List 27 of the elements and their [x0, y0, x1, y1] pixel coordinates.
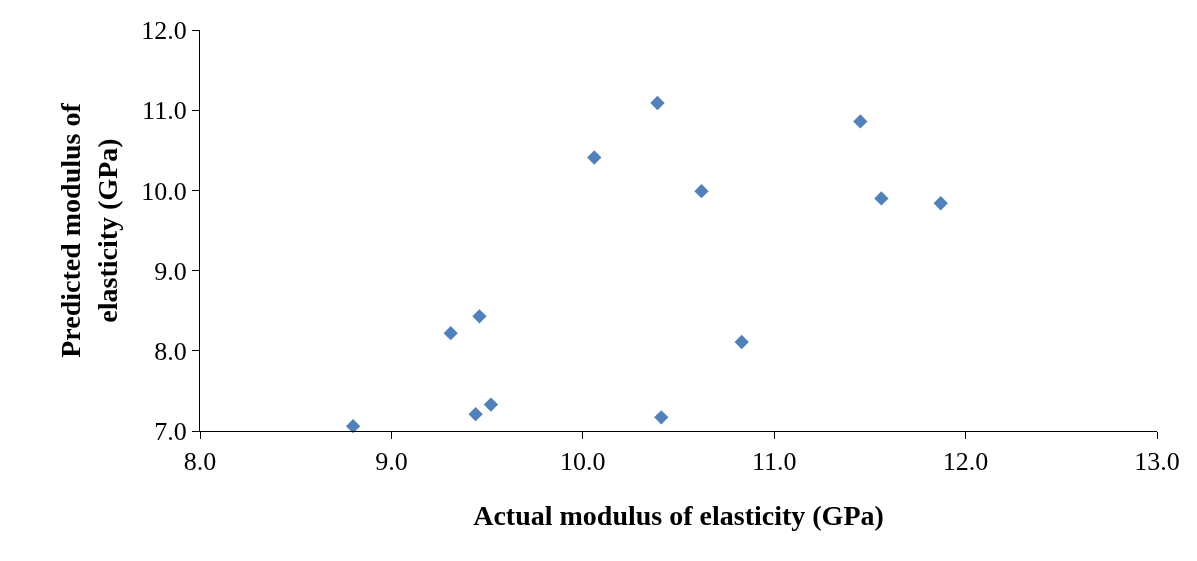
y-tick-label: 12.0	[141, 16, 187, 46]
x-tick-label: 13.0	[1134, 447, 1180, 477]
point	[483, 397, 499, 412]
x-tick-label: 8.0	[183, 447, 217, 477]
point	[443, 326, 458, 341]
point	[874, 191, 889, 206]
point	[734, 334, 749, 350]
x-tick-label: 10.0	[560, 447, 606, 477]
point	[933, 196, 948, 211]
point	[345, 419, 361, 434]
point	[853, 114, 868, 129]
y-tick-label: 10.0	[141, 176, 187, 206]
point	[650, 95, 665, 111]
y-tick-label: 7.0	[154, 417, 187, 447]
point	[468, 407, 483, 422]
x-tick-label: 11.0	[751, 447, 797, 477]
y-tick-label: 9.0	[154, 256, 187, 286]
point	[587, 150, 602, 165]
y-axis-title: Predicted modulus of elasticity (GPa)	[55, 102, 123, 358]
y-tick-label: 11.0	[142, 96, 187, 126]
x-tick-label: 9.0	[375, 447, 408, 477]
x-axis-title: Actual modulus of elasticity (GPa)	[473, 500, 884, 532]
point	[694, 184, 709, 199]
y-tick-label: 8.0	[154, 336, 187, 366]
point	[472, 309, 487, 324]
point	[654, 410, 669, 425]
x-tick-label: 12.0	[942, 447, 989, 477]
